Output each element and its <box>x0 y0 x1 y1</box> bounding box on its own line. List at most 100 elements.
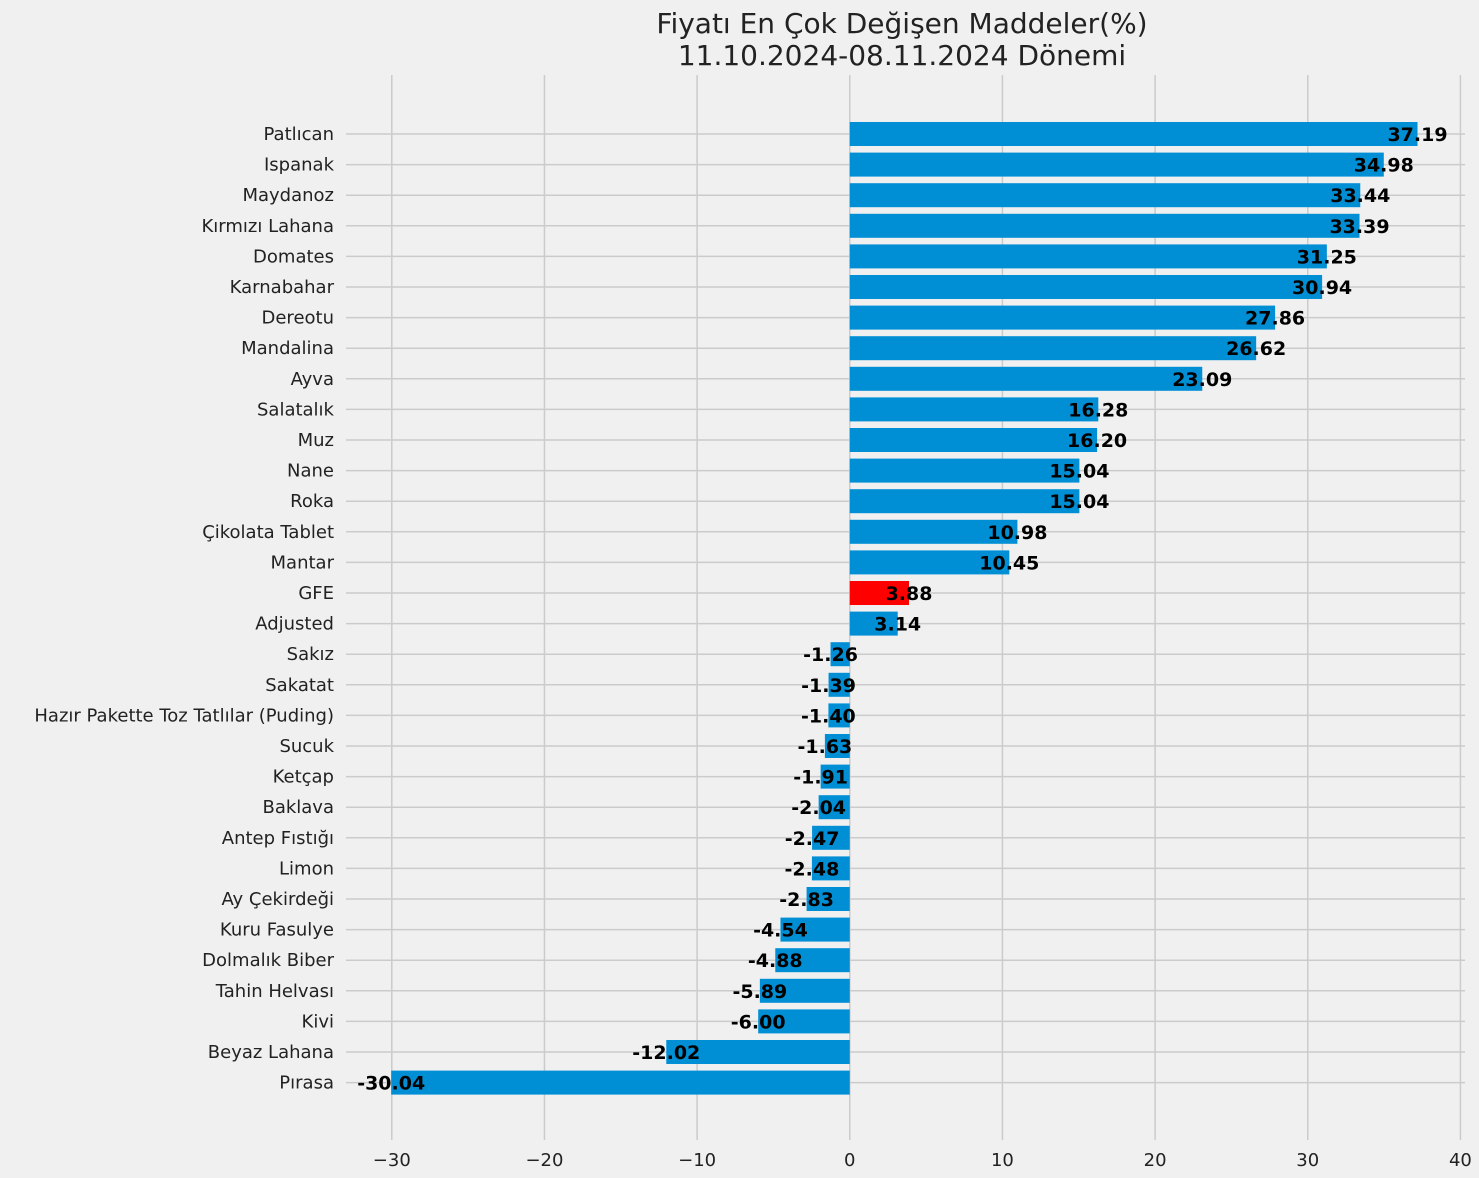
value-label: -2.48 <box>785 858 840 880</box>
bar-7 <box>849 336 1257 361</box>
category-label: Maydanoz <box>242 185 334 206</box>
value-label: 30.94 <box>1292 277 1352 299</box>
bar-21 <box>820 764 850 789</box>
x-axis-tick-labels: −30 −20 −10 0 10 20 30 40 <box>373 1150 1472 1171</box>
category-label: Kırmızı Lahana <box>201 216 334 237</box>
category-label: Sucuk <box>279 736 334 757</box>
value-label: 27.86 <box>1245 308 1305 330</box>
bar-10 <box>849 428 1098 452</box>
bar-4 <box>849 244 1327 269</box>
value-label: 16.28 <box>1068 399 1128 421</box>
category-label: Roka <box>290 491 334 512</box>
x-tick-label: 20 <box>1144 1150 1167 1171</box>
value-label: -1.39 <box>801 675 856 697</box>
value-label: 16.20 <box>1067 430 1127 452</box>
bar-26 <box>780 917 850 942</box>
value-label: 10.45 <box>979 552 1039 574</box>
category-label: Ay Çekirdeği <box>221 889 334 910</box>
category-label: Dolmalık Biber <box>202 950 334 971</box>
bar-30 <box>666 1040 850 1064</box>
category-label: Domates <box>253 246 334 267</box>
bar-18 <box>828 672 850 697</box>
category-label: Kivi <box>302 1011 334 1032</box>
value-label: -6.00 <box>731 1011 786 1033</box>
value-label: 23.09 <box>1172 369 1232 391</box>
bar-3 <box>849 213 1360 238</box>
category-label: Ayva <box>291 369 334 390</box>
bar-31 <box>391 1070 850 1095</box>
category-label: Salatalık <box>257 399 335 420</box>
bar-6 <box>849 305 1276 330</box>
value-label: -1.40 <box>801 705 856 727</box>
bar-17 <box>830 642 850 667</box>
category-label: Adjusted <box>255 614 334 635</box>
bar-9 <box>849 397 1099 422</box>
value-label: 3.14 <box>874 614 921 636</box>
category-label: Beyaz Lahana <box>208 1042 334 1063</box>
value-label: 15.04 <box>1049 491 1109 513</box>
value-label: 15.04 <box>1049 461 1109 483</box>
bar-14 <box>849 550 1010 575</box>
value-label: -1.26 <box>803 644 858 666</box>
value-label: -4.88 <box>748 950 803 972</box>
value-label: 3.88 <box>886 583 933 605</box>
bar-29 <box>758 1009 850 1034</box>
category-label: Kuru Fasulye <box>220 920 334 941</box>
value-label: -12.02 <box>632 1042 700 1064</box>
category-label: Ketçap <box>273 767 334 788</box>
value-label: 10.98 <box>987 522 1047 544</box>
x-tick-label: 40 <box>1449 1150 1472 1171</box>
value-label: -1.91 <box>793 767 848 789</box>
category-label: Karnabahar <box>230 277 335 298</box>
x-tick-label: 0 <box>844 1150 855 1171</box>
category-label: Hazır Pakette Toz Tatlılar (Puding) <box>34 705 334 726</box>
x-tick-label: 10 <box>991 1150 1014 1171</box>
value-label: -30.04 <box>357 1073 425 1095</box>
bar-22 <box>818 795 850 820</box>
category-label: Mandalina <box>241 338 334 359</box>
value-label: 33.39 <box>1329 216 1389 238</box>
x-tick-label: −10 <box>678 1150 716 1171</box>
bar-25 <box>806 887 850 911</box>
value-label: -2.04 <box>791 797 846 819</box>
bar-20 <box>824 734 850 758</box>
category-label: Sakız <box>287 644 334 665</box>
category-label: GFE <box>298 583 334 604</box>
category-label: Çikolata Tablet <box>202 522 334 543</box>
value-label: 34.98 <box>1354 155 1414 177</box>
category-label: Nane <box>287 461 334 482</box>
bar-23 <box>812 825 850 850</box>
category-label: Limon <box>279 858 334 879</box>
bar-12 <box>849 489 1080 514</box>
category-label: Ispanak <box>264 155 335 176</box>
x-tick-label: −20 <box>525 1150 563 1171</box>
bar-5 <box>849 275 1323 299</box>
value-label: -4.54 <box>753 920 808 942</box>
bar-1 <box>849 152 1384 177</box>
category-label: Pırasa <box>279 1073 334 1094</box>
bar-28 <box>759 978 850 1003</box>
bar-15 <box>849 581 910 605</box>
bar-8 <box>849 366 1203 391</box>
bar-11 <box>849 458 1080 483</box>
category-label: Antep Fıstığı <box>222 828 334 849</box>
value-label: 26.62 <box>1226 338 1286 360</box>
category-label: Tahin Helvası <box>215 981 334 1002</box>
value-label: -5.89 <box>732 981 787 1003</box>
category-label: Dereotu <box>262 308 335 329</box>
chart-subtitle: 11.10.2024-08.11.2024 Dönemi <box>678 39 1126 72</box>
bar-2 <box>849 183 1361 208</box>
bars <box>391 122 1418 1095</box>
value-label: -1.63 <box>798 736 853 758</box>
chart-title: Fiyatı En Çok Değişen Maddeler(%) <box>656 7 1147 40</box>
value-label: 33.44 <box>1330 185 1390 207</box>
category-label: Mantar <box>271 552 335 573</box>
bar-24 <box>811 856 850 881</box>
value-label: 37.19 <box>1387 124 1447 146</box>
x-tick-label: −30 <box>373 1150 411 1171</box>
value-labels: 37.19 34.98 33.44 33.39 31.25 30.94 27.86 26.62… <box>357 124 1447 1095</box>
value-label: -2.47 <box>785 828 840 850</box>
category-label: Muz <box>298 430 334 451</box>
category-label: Baklava <box>262 797 334 818</box>
